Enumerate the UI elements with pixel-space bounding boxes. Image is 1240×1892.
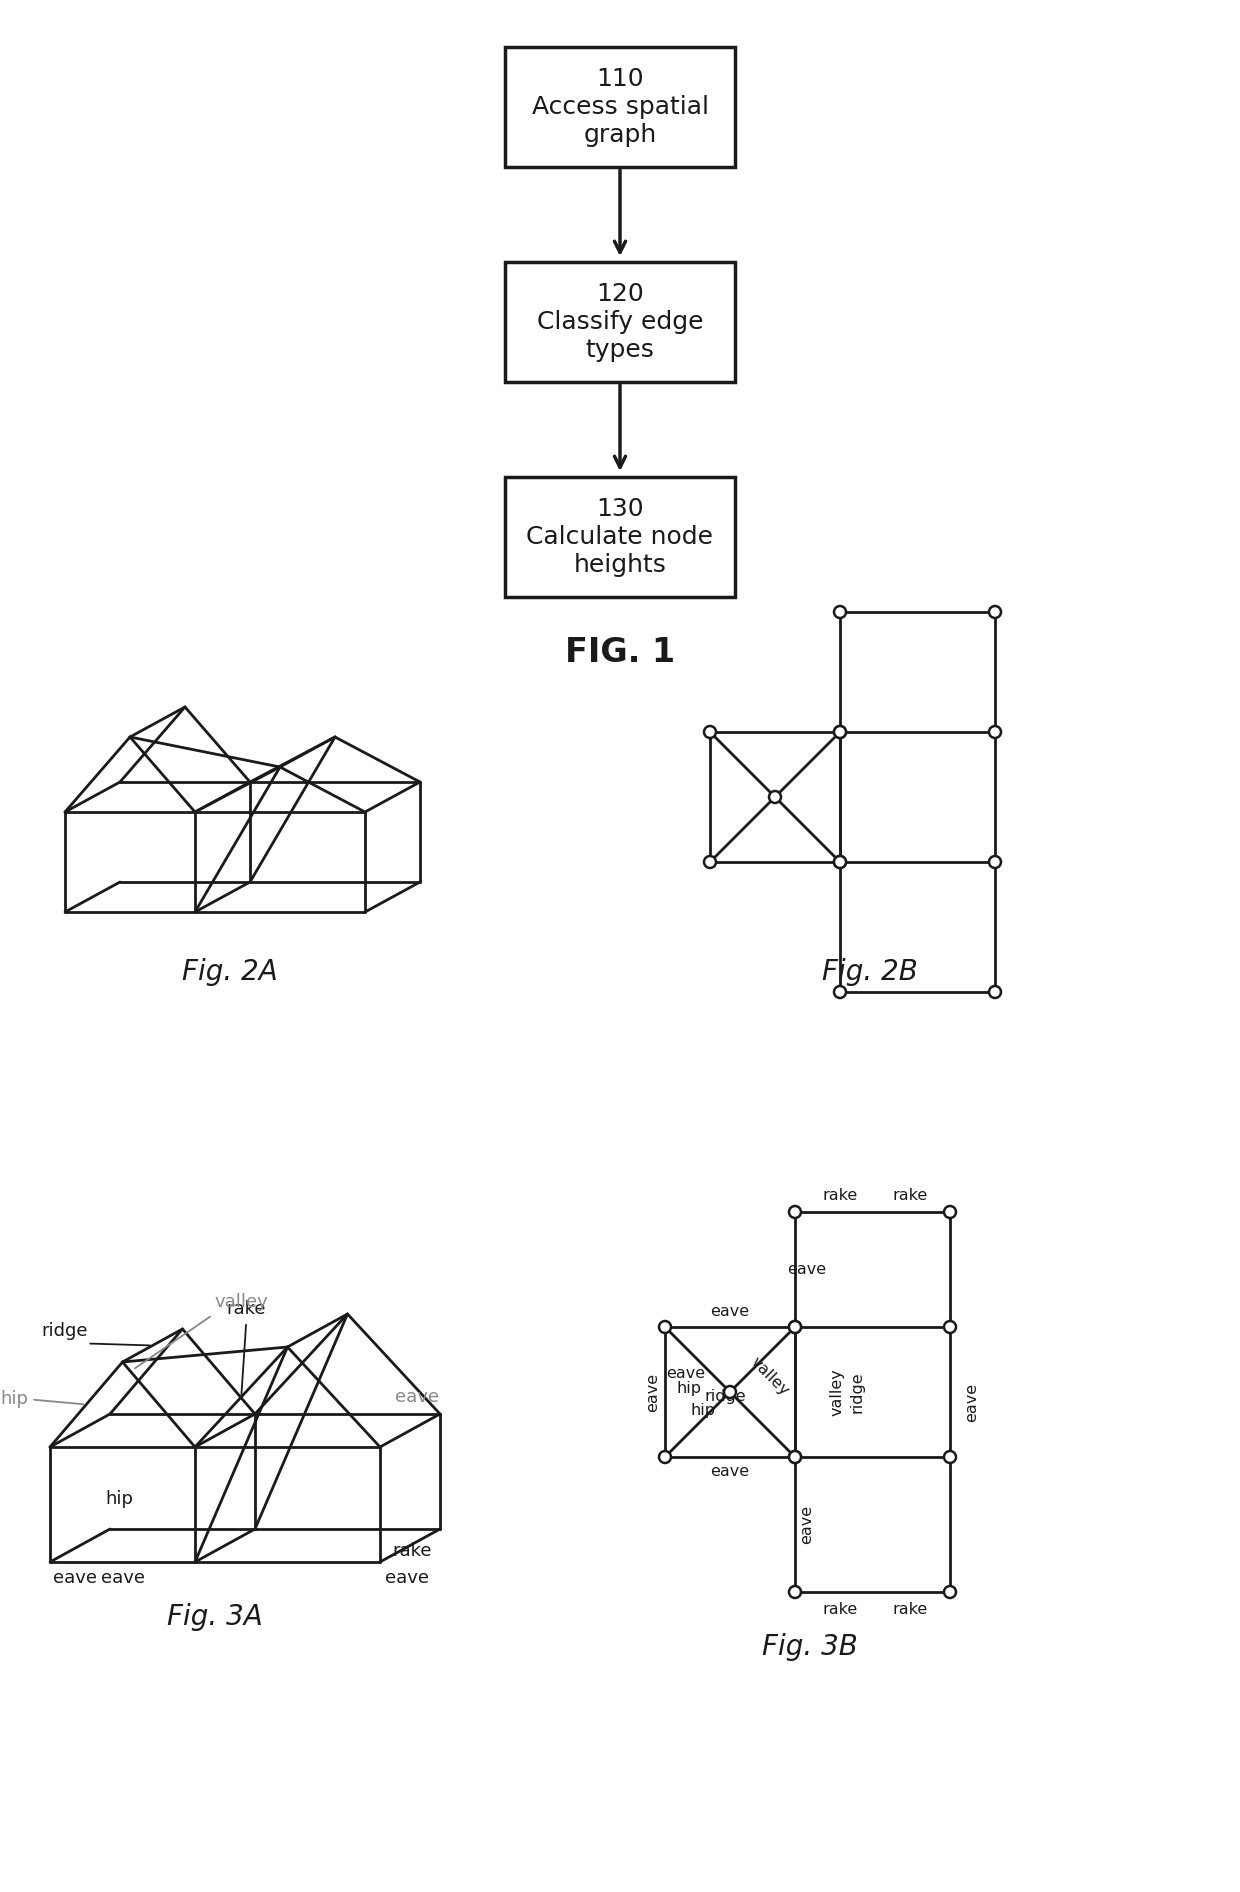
Circle shape [835, 855, 846, 868]
Circle shape [944, 1585, 956, 1599]
Text: hip: hip [0, 1391, 29, 1408]
Circle shape [789, 1321, 801, 1334]
Text: eave: eave [100, 1568, 145, 1587]
Text: valley: valley [748, 1355, 792, 1400]
Circle shape [769, 791, 781, 802]
Text: ridge: ridge [849, 1372, 864, 1413]
Text: rake: rake [893, 1188, 928, 1203]
Text: hip: hip [677, 1381, 702, 1396]
Text: rake: rake [822, 1188, 858, 1203]
Circle shape [835, 855, 846, 868]
Circle shape [658, 1451, 671, 1463]
Text: hip: hip [689, 1402, 715, 1417]
Text: eave: eave [800, 1504, 815, 1544]
Text: valley: valley [215, 1292, 268, 1311]
Text: eave: eave [965, 1383, 980, 1421]
Circle shape [835, 727, 846, 738]
Text: Fig. 3A: Fig. 3A [167, 1603, 263, 1631]
Text: eave: eave [645, 1372, 660, 1411]
Text: ridge: ridge [41, 1323, 88, 1341]
Text: Fig. 2A: Fig. 2A [182, 957, 278, 986]
Text: rake: rake [822, 1601, 858, 1616]
Text: eave: eave [53, 1568, 97, 1587]
Circle shape [789, 1451, 801, 1463]
Circle shape [789, 1451, 801, 1463]
Circle shape [835, 986, 846, 997]
Text: eave: eave [711, 1464, 749, 1480]
Circle shape [990, 855, 1001, 868]
Text: ridge: ridge [704, 1389, 745, 1404]
Text: rake: rake [392, 1542, 432, 1559]
Circle shape [789, 1585, 801, 1599]
Circle shape [990, 727, 1001, 738]
FancyBboxPatch shape [505, 47, 735, 166]
Text: rake: rake [893, 1601, 928, 1616]
Circle shape [789, 1205, 801, 1218]
Text: eave: eave [396, 1389, 439, 1406]
FancyBboxPatch shape [505, 261, 735, 382]
Circle shape [704, 727, 715, 738]
Circle shape [990, 605, 1001, 619]
Circle shape [704, 855, 715, 868]
Text: hip: hip [105, 1489, 133, 1508]
Circle shape [724, 1387, 737, 1398]
Circle shape [789, 1321, 801, 1334]
FancyBboxPatch shape [505, 477, 735, 598]
Text: eave: eave [787, 1262, 827, 1277]
Text: Fig. 2B: Fig. 2B [822, 957, 918, 986]
Text: eave: eave [711, 1304, 749, 1319]
Text: eave: eave [666, 1366, 706, 1381]
Circle shape [944, 1321, 956, 1334]
Circle shape [944, 1451, 956, 1463]
Circle shape [944, 1205, 956, 1218]
Circle shape [990, 986, 1001, 997]
Text: FIG. 1: FIG. 1 [565, 636, 675, 668]
Text: rake: rake [227, 1300, 267, 1319]
Text: valley: valley [830, 1368, 844, 1415]
Text: 130
Calculate node
heights: 130 Calculate node heights [527, 498, 713, 577]
Text: 120
Classify edge
types: 120 Classify edge types [537, 282, 703, 361]
Circle shape [835, 605, 846, 619]
Text: eave: eave [384, 1568, 429, 1587]
Circle shape [835, 727, 846, 738]
Circle shape [658, 1321, 671, 1334]
Text: 110
Access spatial
graph: 110 Access spatial graph [532, 68, 708, 148]
Text: Fig. 3B: Fig. 3B [763, 1633, 858, 1661]
